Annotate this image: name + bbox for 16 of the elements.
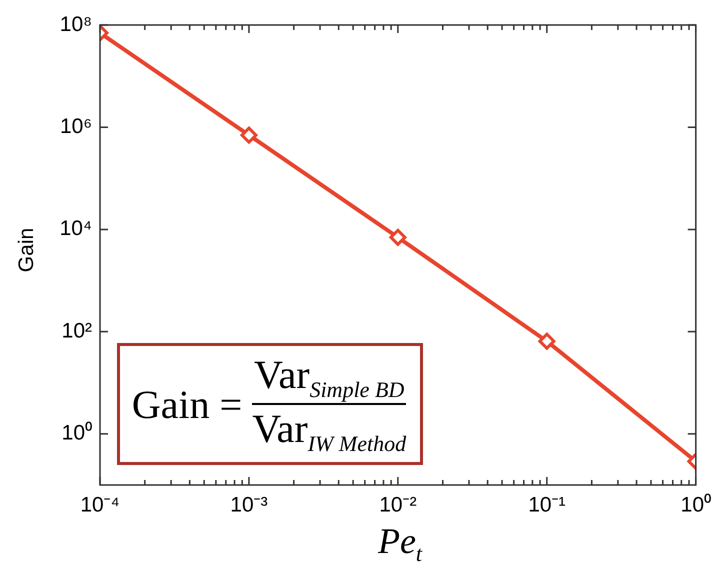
annotation: Gain =: [132, 380, 242, 428]
y-tick-label: 10²: [62, 319, 92, 342]
x-tick-label: 10⁻²: [379, 493, 417, 516]
x-axis-title: Pe$_{t}$: [376, 520, 424, 568]
y-tick-label: 10⁸: [60, 12, 92, 36]
x-tick-label: 10⁻⁴: [80, 493, 120, 516]
annotation: Var$_{Simple BD}$: [252, 351, 406, 405]
x-tick-label: 10⁻¹: [528, 493, 566, 516]
y-tick-label: 10⁴: [60, 217, 92, 240]
point: [389, 228, 406, 246]
y-tick-label: 10⁶: [60, 115, 92, 138]
y-tick-label: 10⁰: [62, 422, 92, 445]
x-tick-label: 10⁰: [680, 493, 711, 516]
x-tick-label: 10⁻³: [230, 493, 268, 516]
y-axis-title: Gain: [14, 226, 39, 274]
annotation: Var$_{IW Method}$: [251, 405, 408, 457]
